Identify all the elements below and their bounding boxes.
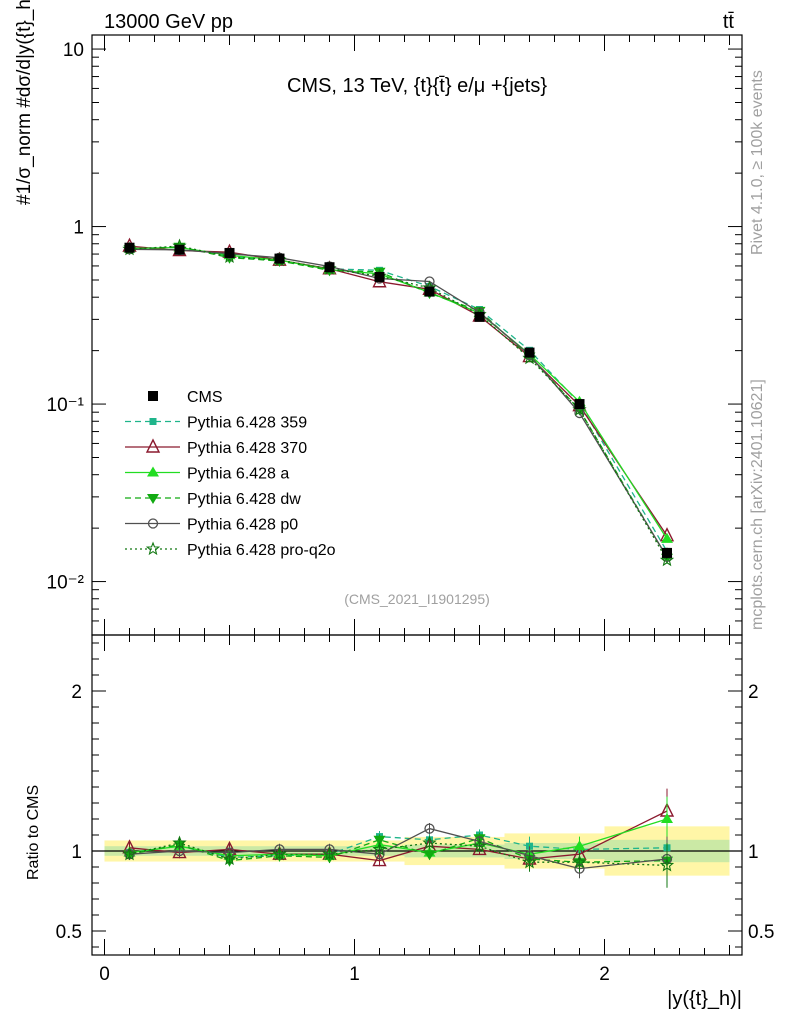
y-tick-label-main: 1 <box>73 218 84 239</box>
data-point <box>124 242 135 253</box>
legend-label: Pythia 6.428 p0 <box>187 517 298 534</box>
legend-marker <box>149 418 157 425</box>
legend-label: Pythia 6.428 359 <box>187 415 307 432</box>
main-series-line <box>129 245 668 561</box>
ratio-series-point <box>423 850 436 861</box>
ratio-tick-label-left: 2 <box>71 682 82 703</box>
ratio-series-point <box>222 851 237 866</box>
legend-marker <box>145 541 161 556</box>
legend-marker <box>147 494 159 504</box>
x-tick-label: 2 <box>599 964 610 985</box>
ratio-tick-label-right: 2 <box>748 682 759 703</box>
main-series-point <box>424 276 435 287</box>
rivet-version-label: Rivet 4.1.0, ≥ 100k events <box>749 70 766 255</box>
legend-marker <box>145 438 161 453</box>
data-point <box>324 262 335 273</box>
data-point <box>274 253 285 264</box>
data-point <box>224 247 235 258</box>
ratio-tick-label-right: 1 <box>748 842 759 863</box>
data-point <box>524 347 535 358</box>
ratio-series-point <box>572 854 587 869</box>
main-series-point <box>659 552 675 567</box>
data-point <box>574 399 585 410</box>
x-tick-label: 0 <box>99 964 110 985</box>
ratio-series-point <box>172 835 187 850</box>
ratio-panel-frame <box>91 634 743 956</box>
data-point <box>374 271 385 282</box>
ratio-tick-label-left: 1 <box>71 842 82 863</box>
y-tick-label-main: 10⁻² <box>47 573 85 594</box>
ratio-series-point <box>372 852 387 867</box>
ratio-series-point <box>472 838 487 853</box>
x-axis-label: |y({t}_h)| <box>667 988 742 1010</box>
ratio-series-point <box>372 841 387 856</box>
process-label: tt̄ <box>723 11 735 33</box>
y-axis-label-ratio: Ratio to CMS <box>25 785 42 880</box>
ratio-tick-label-left: 0.5 <box>56 922 82 943</box>
ratio-series-point <box>659 857 675 872</box>
main-series-point <box>661 532 673 543</box>
legend-marker-data <box>148 391 158 401</box>
data-point <box>662 547 672 558</box>
axis-ticks: 10⁻² 10⁻¹ 1 10 0 1 2 0.5 0.5 1 1 2 2 <box>47 35 774 985</box>
ratio-series-point <box>522 854 537 869</box>
ratio-tick-label-right: 0.5 <box>748 922 774 943</box>
legend-marker <box>147 518 159 529</box>
analysis-label: (CMS_2021_I1901295) <box>344 591 490 607</box>
x-tick-label: 1 <box>349 964 360 985</box>
y-axis-label-main: #1/σ_norm #dσ/d|y({t}_h)|} <box>14 0 35 205</box>
chart-title: CMS, 13 TeV, {t}{t̄} e/μ +{jets} <box>287 75 547 97</box>
ratio-panel-series <box>122 788 675 888</box>
y-tick-label-main: 10 <box>63 40 84 61</box>
ratio-series-point <box>422 835 437 850</box>
ratio-series-point <box>122 846 137 861</box>
legend-label: Pythia 6.428 pro-q2o <box>187 542 336 559</box>
ratio-series-point <box>272 846 287 861</box>
data-point <box>474 311 485 322</box>
ratio-series-point <box>661 813 673 823</box>
legend-label: Pythia 6.428 a <box>187 466 289 483</box>
legend: CMS Pythia 6.428 359 Pythia 6.428 370 Pythi… <box>125 389 336 559</box>
data-point <box>424 286 435 297</box>
ratio-series-point <box>573 840 586 851</box>
ratio-series-line <box>129 842 668 867</box>
main-panel-series <box>122 237 675 567</box>
legend-label: Pythia 6.428 370 <box>187 440 307 457</box>
legend-label-data: CMS <box>187 389 223 406</box>
legend-marker <box>147 466 159 477</box>
y-tick-label-main: 10⁻¹ <box>47 395 85 416</box>
data-point <box>174 244 185 255</box>
source-label: mcplots.cern.ch [arXiv:2401.10621] <box>749 379 766 630</box>
energy-label: 13000 GeV pp <box>104 11 233 33</box>
chart-frames <box>91 34 743 956</box>
legend-label: Pythia 6.428 dw <box>187 491 301 508</box>
ratio-series-point <box>373 835 386 846</box>
ratio-series-point <box>424 823 435 834</box>
ratio-series-point <box>322 846 337 861</box>
